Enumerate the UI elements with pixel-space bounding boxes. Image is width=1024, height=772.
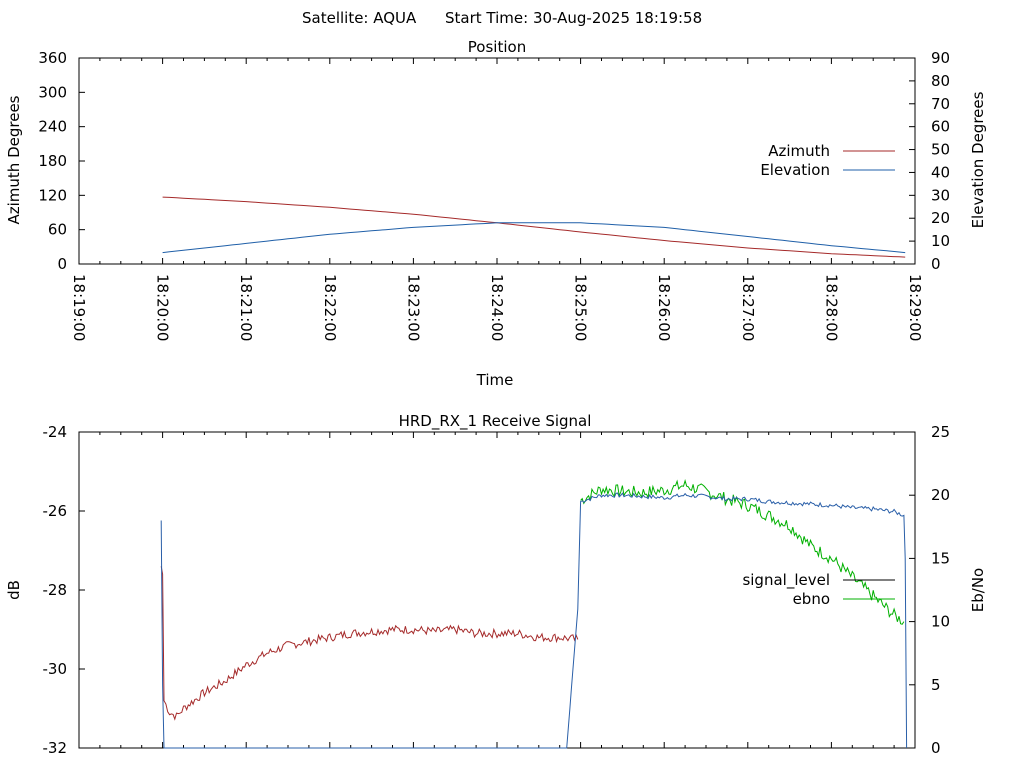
header-start-time: Start Time: 30-Aug-2025 18:19:58 — [445, 9, 702, 27]
position-y2-tick-label: 20 — [931, 209, 950, 227]
position-y-tick-label: 300 — [38, 83, 67, 101]
ebno-series-line — [160, 492, 908, 749]
position-y-tick-label: 120 — [38, 186, 67, 204]
signal-y2-tick-label: 5 — [931, 676, 941, 694]
position-x-tick-label: 18:20:00 — [154, 274, 172, 341]
signal-y2-axis-label: Eb/No — [969, 568, 987, 612]
signal-y2-tick-label: 10 — [931, 613, 950, 631]
position-y-tick-label: 240 — [38, 118, 67, 136]
header-satellite: Satellite: AQUA — [302, 9, 417, 27]
signal-chart-title: HRD_RX_1 Receive Signal — [399, 412, 592, 431]
position-y2-tick-label: 30 — [931, 186, 950, 204]
position-y2-tick-label: 40 — [931, 163, 950, 181]
position-y2-tick-label: 10 — [931, 232, 950, 250]
signal-y-axis-label: dB — [5, 580, 23, 600]
signal-y-tick-label: -26 — [43, 502, 68, 520]
legend-elevation-label: Elevation — [760, 161, 830, 179]
chart-marks: 18:19:00 18:20:00 18:21:00 18:22:00 18:23:00… — [38, 49, 950, 757]
elevation-series-line — [162, 222, 906, 254]
position-y2-tick-label: 50 — [931, 141, 950, 159]
position-x-tick-label: 18:26:00 — [655, 274, 673, 341]
position-x-tick-label: 18:25:00 — [572, 274, 590, 341]
position-y-axis-label: Azimuth Degrees — [5, 95, 23, 224]
position-x-axis-label: Time — [476, 371, 514, 389]
signal-level-series-line — [160, 566, 579, 721]
signal-y-tick-label: -24 — [43, 423, 68, 441]
signal-plot-frame — [78, 431, 916, 749]
position-x-tick-label: 18:19:00 — [70, 274, 88, 341]
position-x-tick-label: 18:23:00 — [404, 274, 422, 341]
position-y2-axis-label: Elevation Degrees — [969, 91, 987, 228]
position-y2-tick-label: 90 — [931, 49, 950, 67]
signal-y-tick-label: -32 — [43, 739, 68, 757]
position-y-tick-label: 360 — [38, 49, 67, 67]
position-x-tick-label: 18:22:00 — [321, 274, 339, 341]
signal-y2-tick-label: 15 — [931, 549, 950, 567]
position-x-tick-label: 18:29:00 — [906, 274, 924, 341]
legend-azimuth-label: Azimuth — [768, 142, 830, 160]
position-y-tick-label: 0 — [57, 255, 67, 273]
signal-y2-tick-label: 0 — [931, 739, 941, 757]
position-y2-tick-label: 60 — [931, 118, 950, 136]
position-y2-tick-label: 80 — [931, 72, 950, 90]
position-x-tick-label: 18:24:00 — [488, 274, 506, 341]
position-x-tick-label: 18:28:00 — [822, 274, 840, 341]
position-y-tick-label: 60 — [48, 221, 67, 239]
azimuth-series-line — [162, 196, 906, 258]
legend-signal-level-label: signal_level — [742, 571, 830, 590]
signal-y-tick-label: -28 — [43, 581, 68, 599]
signal-y2-tick-label: 20 — [931, 486, 950, 504]
position-y2-tick-label: 0 — [931, 255, 941, 273]
ebno-green-series-line — [580, 479, 905, 625]
position-chart-title: Position — [468, 38, 526, 56]
position-y2-tick-label: 70 — [931, 95, 950, 113]
position-y-tick-label: 180 — [38, 152, 67, 170]
signal-y2-tick-label: 25 — [931, 423, 950, 441]
signal-y-tick-label: -30 — [43, 660, 68, 678]
legend-ebno-label: ebno — [793, 590, 830, 608]
position-x-tick-label: 18:21:00 — [237, 274, 255, 341]
position-x-tick-label: 18:27:00 — [739, 274, 757, 341]
